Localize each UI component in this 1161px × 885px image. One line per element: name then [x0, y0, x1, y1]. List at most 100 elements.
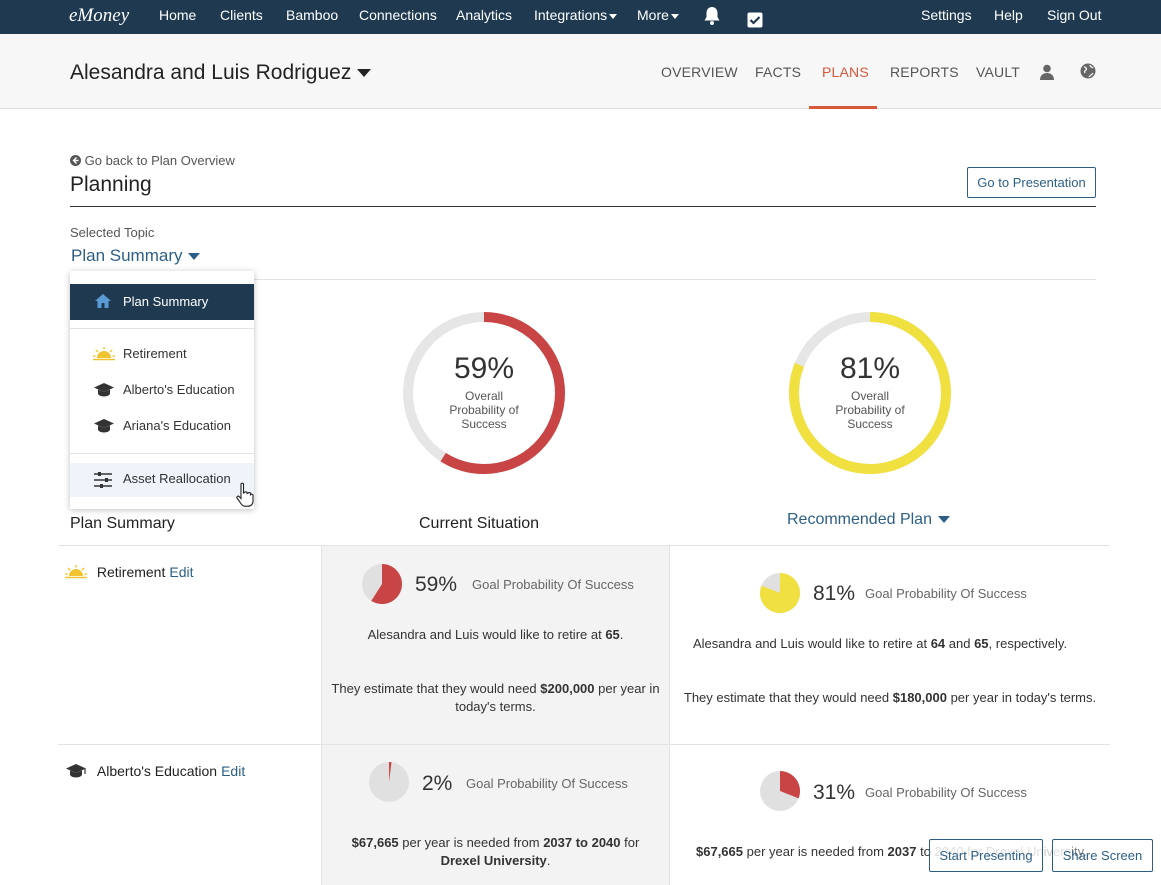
chevron-down-icon [670, 13, 679, 19]
sliders-icon [94, 472, 112, 488]
dropdown-item-label: Alberto's Education [123, 382, 235, 397]
retirement-recommended-desc-1: Alesandra and Luis would like to retire … [692, 636, 1068, 651]
globe-icon[interactable] [1080, 63, 1096, 84]
education-current-pct: 2% [422, 772, 453, 795]
active-tab-indicator [809, 106, 877, 109]
dropdown-divider [70, 328, 254, 329]
dropdown-item-label: Retirement [123, 346, 187, 361]
title-divider [70, 206, 1096, 207]
chevron-down-icon [188, 253, 201, 261]
table-top-divider [58, 545, 1110, 546]
education-current-pie [369, 762, 409, 802]
page-title: Planning [70, 173, 152, 196]
education-current-desc: $67,665 per year is needed from 2037 to … [351, 835, 640, 868]
nav-settings[interactable]: Settings [921, 7, 972, 23]
education-recommended-pie [760, 771, 801, 811]
sun-icon [93, 347, 115, 361]
education-row-label: Alberto's Education Edit [65, 763, 245, 779]
user-icon[interactable] [1040, 64, 1054, 85]
nav-analytics[interactable]: Analytics [456, 7, 513, 23]
retirement-label: Retirement [96, 564, 166, 580]
goal-probability-label: Goal Probability Of Success [472, 577, 634, 592]
selected-topic-value: Plan Summary [71, 246, 183, 265]
education-recommended-pct: 31% [813, 781, 856, 804]
dropdown-item-ariana-education[interactable]: Ariana's Education [70, 415, 254, 437]
chevron-down-icon [609, 13, 618, 19]
recommended-plan-dropdown[interactable]: Recommended Plan [787, 511, 950, 529]
current-situation-header: Current Situation [419, 515, 540, 532]
dropdown-divider [70, 453, 254, 454]
current-donut-arc [403, 312, 565, 474]
back-to-plan-overview-link[interactable]: Go back to Plan Overview [70, 153, 235, 168]
tasks-checkbox-icon[interactable] [747, 8, 763, 28]
sun-icon [65, 565, 87, 579]
retirement-edit-link[interactable]: Edit [169, 564, 194, 580]
retirement-current-pct: 59% [415, 573, 458, 596]
goal-probability-label: Goal Probability Of Success [865, 586, 1027, 601]
go-to-presentation-button[interactable]: Go to Presentation [967, 167, 1096, 198]
current-overall-caption: Overall Probability of Success [449, 389, 519, 431]
nav-integrations[interactable]: Integrations [534, 0, 618, 34]
retirement-recommended-pie-slice [759, 573, 800, 613]
retirement-current-pie-slice [371, 564, 402, 604]
recommended-plan-label: Recommended Plan [787, 511, 932, 528]
hand-pointer-cursor-icon [236, 482, 254, 507]
chevron-down-icon [937, 516, 950, 524]
dropdown-item-asset-reallocation[interactable]: Asset Reallocation [70, 463, 254, 497]
nav-integrations-label: Integrations [534, 7, 608, 23]
dropdown-item-plan-summary[interactable]: Plan Summary [70, 284, 254, 320]
dropdown-item-retirement[interactable]: Retirement [70, 343, 254, 365]
education-recommended-pie-slice [780, 771, 801, 799]
bell-icon[interactable] [703, 6, 721, 26]
dropdown-item-label: Plan Summary [123, 294, 209, 309]
education-edit-link[interactable]: Edit [221, 763, 246, 779]
education-recommended-desc: $67,665 per year is needed from 2037 to … [696, 844, 1087, 859]
section-divider [70, 279, 1096, 280]
goal-probability-label: Goal Probability Of Success [466, 776, 628, 791]
topic-dropdown-menu: Plan Summary Retirement Alberto's Educat… [70, 271, 254, 509]
recommended-plan-donut [789, 312, 951, 474]
nav-help[interactable]: Help [994, 7, 1023, 23]
top-nav-bar: eMoney Home Clients Bamboo Connections A… [0, 0, 1161, 34]
recommended-donut-label: 81% Overall Probability of Success [786, 352, 954, 431]
current-situation-donut [403, 312, 565, 474]
nav-more[interactable]: More [637, 0, 679, 34]
recommended-overall-caption: Overall Probability of Success [835, 389, 905, 431]
dropdown-item-alberto-education[interactable]: Alberto's Education [70, 379, 254, 401]
emoney-logo[interactable]: eMoney [69, 5, 130, 26]
graduation-cap-icon [94, 383, 114, 397]
dropdown-item-label: Asset Reallocation [123, 471, 231, 486]
retirement-current-desc-1: Alesandra and Luis would like to retire … [367, 627, 624, 642]
current-donut-label: 59% Overall Probability of Success [400, 352, 568, 431]
nav-clients[interactable]: Clients [220, 7, 263, 23]
dropdown-item-label: Ariana's Education [123, 418, 231, 433]
tab-vault[interactable]: VAULT [976, 64, 1021, 80]
nav-home[interactable]: Home [159, 7, 197, 23]
retirement-recommended-desc-2: They estimate that they would need $180,… [683, 690, 1097, 705]
client-name-selector[interactable]: Alesandra and Luis Rodriguez [70, 61, 372, 85]
retirement-row-label: Retirement Edit [65, 564, 193, 580]
arrow-left-circle-icon [70, 155, 81, 166]
start-presenting-button[interactable]: Start Presenting [929, 839, 1043, 872]
share-screen-button[interactable]: Share Screen [1052, 839, 1153, 872]
home-icon [95, 294, 111, 308]
retirement-current-desc-2: They estimate that they would need $200,… [331, 681, 660, 714]
nav-bamboo[interactable]: Bamboo [286, 7, 339, 23]
graduation-cap-icon [66, 764, 86, 778]
current-overall-pct: 59% [453, 352, 515, 385]
tab-plans[interactable]: PLANS [822, 64, 869, 80]
selected-topic-dropdown[interactable]: Plan Summary [71, 246, 201, 266]
graduation-cap-icon [94, 419, 114, 433]
recommended-overall-pct: 81% [839, 352, 901, 385]
nav-more-label: More [637, 7, 669, 23]
nav-connections[interactable]: Connections [359, 7, 437, 23]
tab-reports[interactable]: REPORTS [890, 64, 959, 80]
nav-sign-out[interactable]: Sign Out [1047, 7, 1102, 23]
tab-overview[interactable]: OVERVIEW [661, 64, 738, 80]
tab-facts[interactable]: FACTS [755, 64, 802, 80]
goal-probability-label: Goal Probability Of Success [865, 785, 1027, 800]
education-current-pie-slice [389, 762, 392, 782]
plan-summary-column-header: Plan Summary [70, 515, 175, 532]
chevron-down-icon [357, 69, 372, 78]
table-row-divider [58, 744, 1110, 745]
